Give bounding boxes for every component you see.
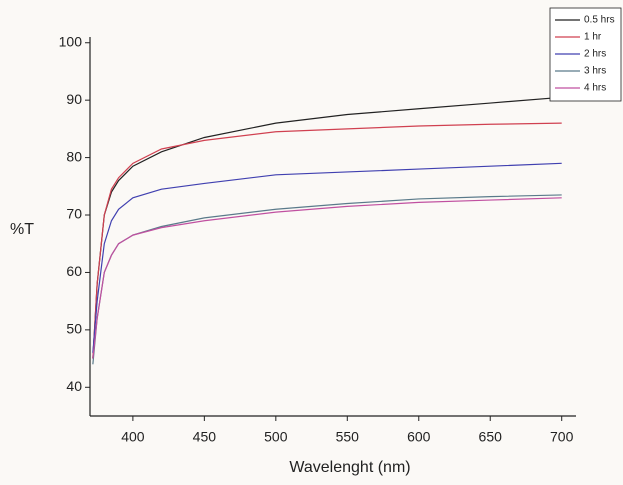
x-tick-label: 650 [479,429,503,445]
x-tick-label: 450 [193,429,217,445]
y-tick-label: 100 [59,33,83,49]
legend: 0.5 hrs 1 hr 2 hrs 3 hrs 4 hrs [549,7,622,102]
y-tick-label: 70 [66,206,82,222]
y-tick-label: 60 [66,263,82,279]
legend-label: 3 hrs [584,66,606,77]
legend-label: 4 hrs [584,83,606,94]
x-tick-label: 400 [121,429,145,445]
y-tick-label: 40 [66,378,82,394]
x-axis-label: Wavelenght (nm) [289,459,410,476]
x-tick-label: 550 [336,429,360,445]
x-tick-label: 600 [407,429,431,445]
x-tick-label: 700 [550,429,574,445]
y-tick-label: 80 [66,148,82,164]
series-line [92,162,562,353]
y-tick-label: 90 [66,91,82,107]
series-line [92,197,562,359]
y-tick-label: 50 [66,321,82,337]
legend-label: 2 hrs [584,49,606,60]
x-tick-label: 500 [264,429,288,445]
y-axis-label: %T [10,221,34,238]
series-line [92,122,562,359]
legend-label: 1 hr [584,32,602,43]
legend-label: 0.5 hrs [584,15,615,26]
